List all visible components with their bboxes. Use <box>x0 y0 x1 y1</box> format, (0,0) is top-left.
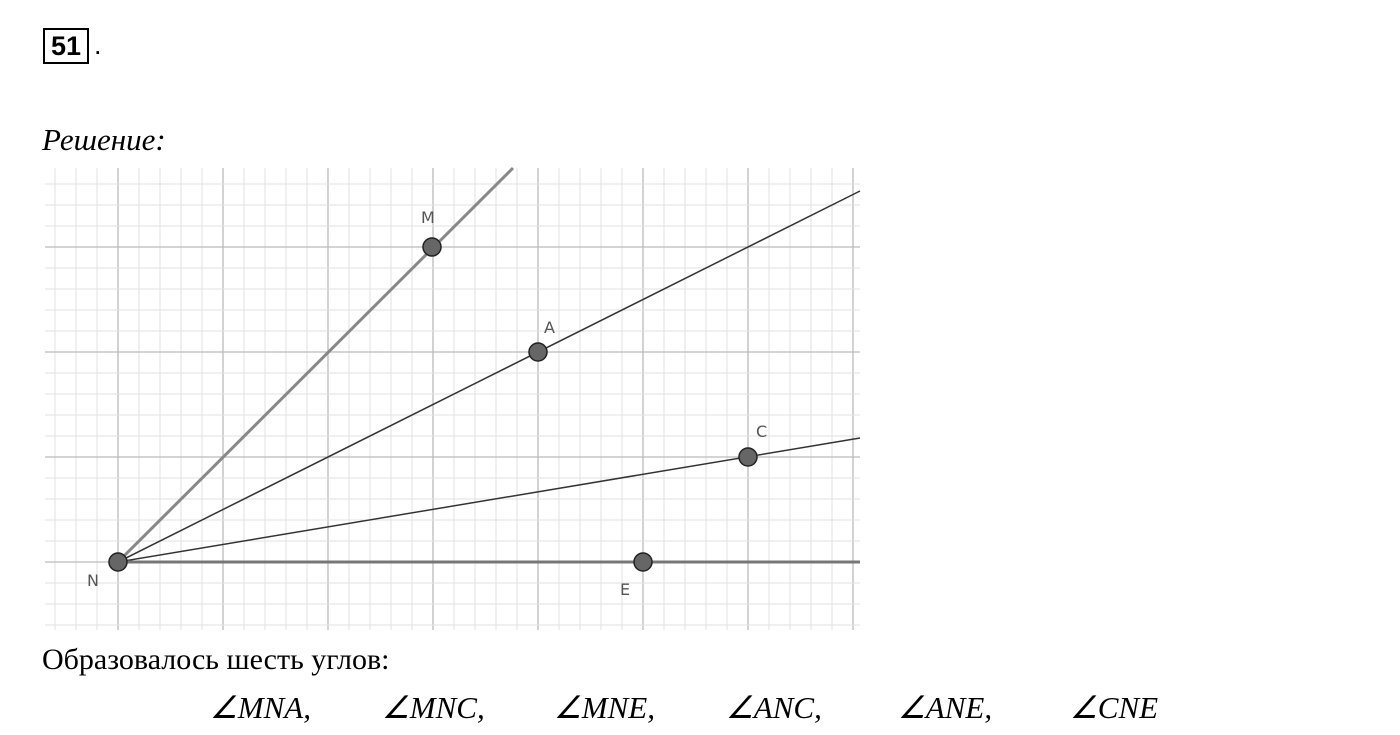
points: M A C N E <box>87 208 767 599</box>
problem-number-suffix: . <box>94 30 102 60</box>
intro-text: Образовалось шесть углов: <box>42 643 390 676</box>
solution-label: Решение: <box>42 122 166 157</box>
angle-list: ∠MNA, ∠MNC, ∠MNE, ∠ANC, ∠ANE, ∠CNE <box>210 690 1242 726</box>
rays <box>116 166 861 564</box>
problem-number: 51 <box>43 28 90 64</box>
point <box>738 447 758 467</box>
point-label: N <box>87 571 99 590</box>
point <box>108 552 128 572</box>
point-label: C <box>756 422 767 441</box>
angle: ∠CNE <box>1070 690 1159 725</box>
angle: ∠ANE, <box>898 690 993 725</box>
ray-nc <box>117 437 861 563</box>
point <box>528 342 548 362</box>
ray-nm <box>116 166 515 564</box>
angle: ∠MNA, <box>210 690 311 725</box>
grid <box>45 168 860 630</box>
point-label: A <box>544 318 555 337</box>
point-label: E <box>620 580 630 599</box>
ray-na <box>117 190 861 563</box>
point-label: M <box>421 208 435 227</box>
angle: ∠MNE, <box>554 690 655 725</box>
angle: ∠MNC, <box>382 690 485 725</box>
angle: ∠ANC, <box>726 690 822 725</box>
point <box>633 552 653 572</box>
point <box>422 237 442 257</box>
